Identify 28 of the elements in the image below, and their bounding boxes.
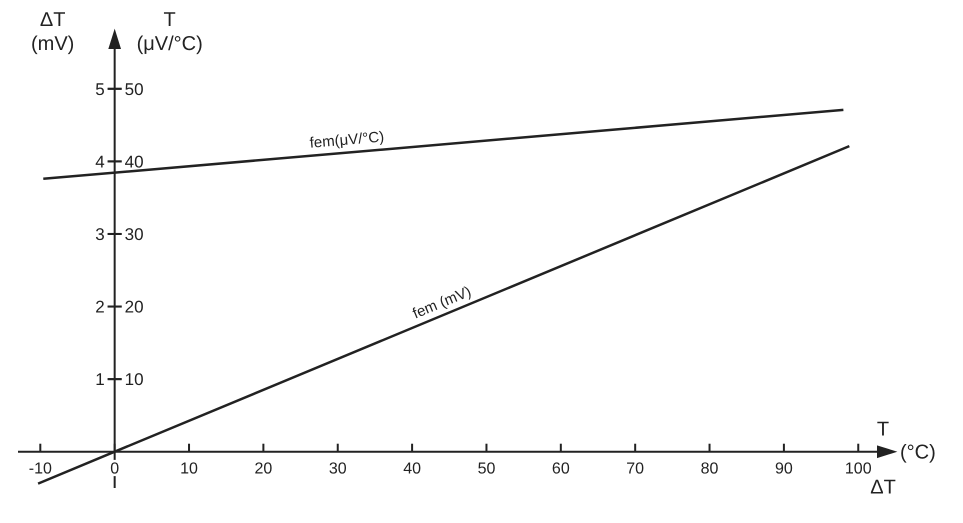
text: fem (mV) — [410, 283, 474, 322]
y-tick-label: 2 — [95, 298, 105, 317]
series-label: fem(μV/°C) — [309, 128, 385, 152]
annotation: ΔT — [870, 476, 896, 499]
x-tick-label: 80 — [700, 460, 719, 478]
y-axis-title: ΔT (mV) — [31, 9, 74, 55]
x-tick-label: 40 — [403, 460, 422, 478]
x-tick-label: 30 — [328, 460, 347, 478]
text: (°C) — [900, 442, 936, 464]
y2-tick-label: 40 — [124, 152, 144, 172]
x-tick-label: -10 — [28, 460, 52, 478]
y2-axis-title: T (μV/°C) — [136, 9, 203, 55]
y-tick-label: 5 — [95, 80, 105, 99]
y2-tick-label: 30 — [124, 224, 144, 244]
x-tick-label: 90 — [775, 460, 793, 478]
x-tick-label: 50 — [478, 460, 496, 478]
x-tick-label: 70 — [626, 460, 644, 478]
y2-tick-label: 10 — [124, 370, 144, 390]
y-tick-label: 3 — [95, 224, 105, 244]
x-axis-title: T — [876, 418, 890, 441]
x-tick-label: 20 — [254, 460, 272, 478]
x-tick-label: 10 — [180, 460, 198, 478]
y2-tick-label: 20 — [124, 298, 144, 317]
y2-tick-label: 50 — [124, 80, 144, 99]
x-tick-label: 100 — [844, 460, 872, 478]
x-tick-label: 60 — [552, 460, 570, 478]
y-tick-label: 1 — [95, 370, 105, 390]
y-tick-label: 4 — [95, 152, 105, 172]
